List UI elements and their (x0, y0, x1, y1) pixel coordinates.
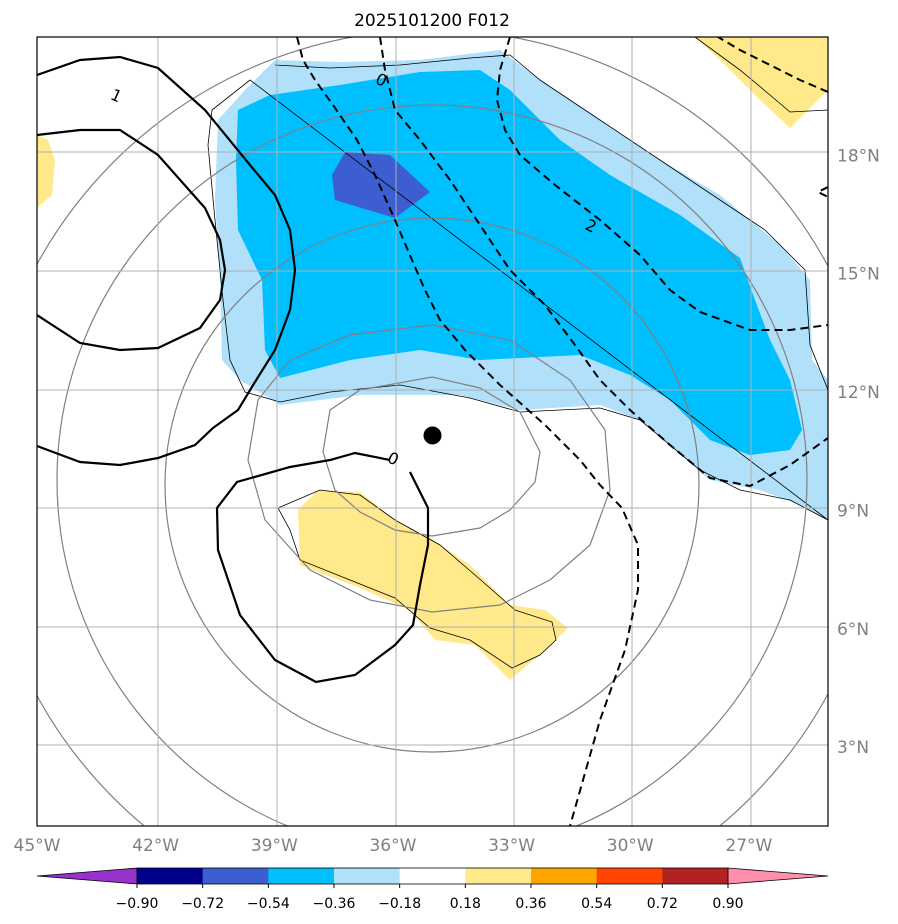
map-frame (36, 36, 829, 827)
longitude-tick-labels: 45°W 42°W 39°W 36°W 33°W 30°W 27°W (14, 836, 773, 856)
lat-tick-label: 9°N (837, 501, 869, 521)
colorbar-tick-label: 0.18 (450, 896, 481, 912)
lat-tick-label: 15°N (837, 265, 880, 285)
colorbar-outline (136, 867, 729, 885)
colorbar-tick-label: −0.18 (378, 896, 421, 912)
lon-tick-label: 36°W (369, 836, 416, 856)
dashed-contours (296, 37, 828, 826)
shade-yellow-south (298, 490, 568, 680)
lon-tick-label: 45°W (14, 836, 61, 856)
shade-dark-blue (332, 152, 430, 218)
colorbar-segment (137, 868, 204, 884)
lon-tick-label: 33°W (488, 836, 535, 856)
colorbar-tick-label: 0.36 (515, 896, 546, 912)
colorbar: −0.90 −0.72 −0.54 −0.36 −0.18 0.18 0.36 0.54 0.7… (36, 867, 829, 912)
chart-title: 2025101200 F012 (354, 11, 510, 31)
colorbar-tick-label: 0.54 (581, 896, 612, 912)
colorbar-extend-low (36, 867, 138, 885)
range-rings (37, 37, 828, 826)
colorbar-tick-label: 0.90 (712, 896, 743, 912)
storm-center-marker (423, 426, 442, 445)
lat-tick-label: 6°N (837, 620, 869, 640)
shade-yellow-west (37, 135, 55, 208)
colorbar-segment (662, 868, 729, 884)
latitude-tick-labels: 3°N 6°N 9°N 12°N 15°N 18°N (837, 146, 880, 758)
colorbar-segment (465, 868, 532, 884)
colorbar-tick-label: −0.72 (181, 896, 224, 912)
colorbar-segment (268, 868, 335, 884)
colorbar-segment (202, 868, 269, 884)
colorbar-tick-label: −0.36 (313, 896, 356, 912)
lat-tick-label: 18°N (837, 146, 880, 166)
thin-contour-yellow (277, 489, 557, 669)
lon-tick-label: 27°W (725, 836, 772, 856)
lon-tick-label: 42°W (132, 836, 179, 856)
colorbar-tick-label: 0.72 (647, 896, 678, 912)
colorbar-segment (334, 868, 401, 884)
solid-contours (37, 55, 430, 684)
colorbar-extend-high (727, 867, 829, 885)
thin-contour-northeast (694, 37, 828, 113)
colorbar-tick-label: −0.54 (247, 896, 290, 912)
shade-yellow-northeast (695, 37, 828, 128)
colorbar-segment (399, 868, 466, 884)
lat-tick-label: 12°N (837, 383, 880, 403)
lon-tick-label: 30°W (607, 836, 654, 856)
lat-tick-label: 3°N (837, 738, 869, 758)
gridlines (37, 37, 828, 826)
lon-tick-label: 39°W (251, 836, 298, 856)
colorbar-tick-label: −0.90 (116, 896, 159, 912)
colorbar-segment (531, 868, 598, 884)
colorbar-segment (596, 868, 663, 884)
